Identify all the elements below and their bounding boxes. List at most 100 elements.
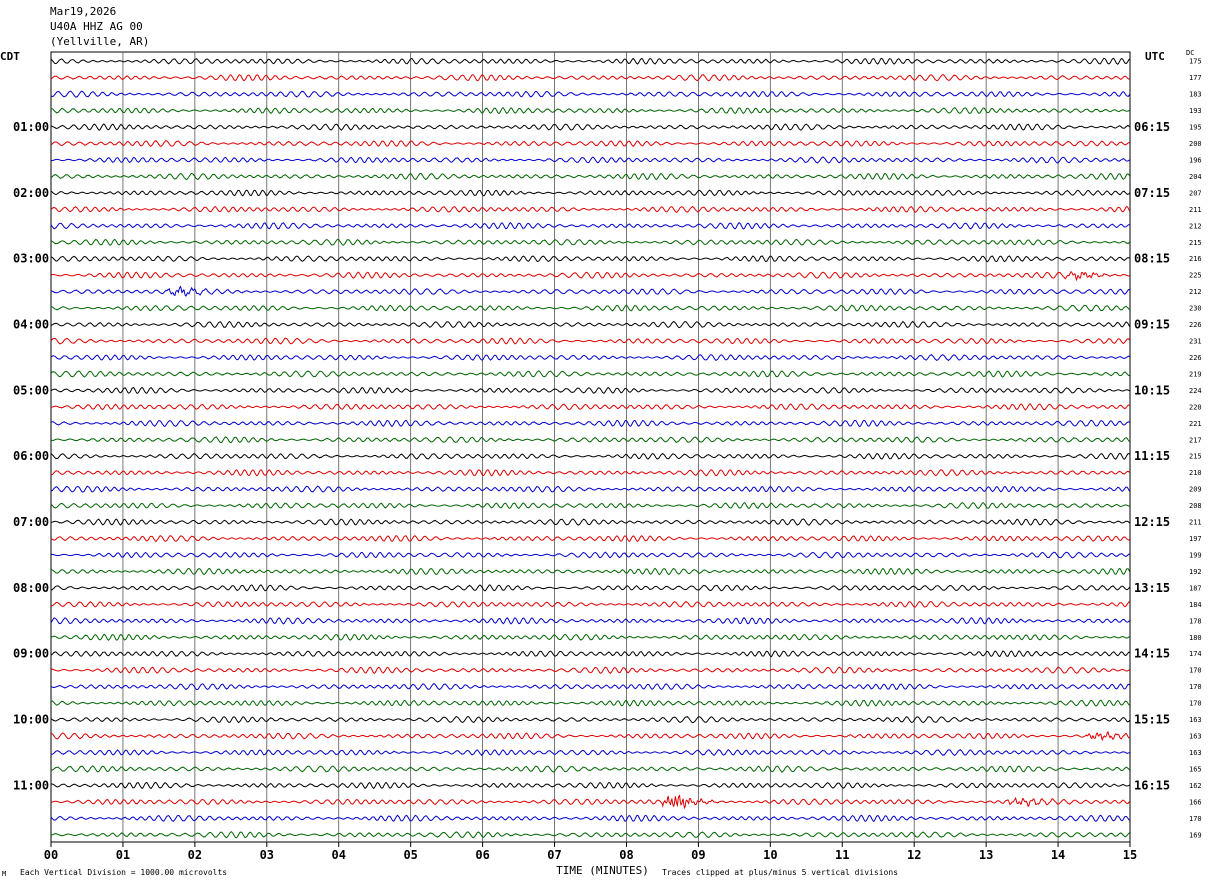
right-hour-label: 11:15 xyxy=(1134,449,1170,463)
x-tick-label: 13 xyxy=(979,848,993,862)
trace-row-5 xyxy=(50,123,1131,131)
dc-offset-label: 212 xyxy=(1189,222,1202,230)
dc-offset-label: 230 xyxy=(1189,305,1202,313)
x-tick-label: 11 xyxy=(835,848,849,862)
left-hour-label: 06:00 xyxy=(13,449,49,463)
dc-offset-label: 220 xyxy=(1189,403,1202,411)
dc-offset-label: 211 xyxy=(1189,206,1202,214)
right-hour-label: 14:15 xyxy=(1134,647,1170,661)
trace-row-12 xyxy=(50,238,1130,246)
dc-offset-label: 177 xyxy=(1189,74,1202,82)
corner-mark: Μ xyxy=(2,870,7,878)
dc-offset-label: 217 xyxy=(1189,436,1202,444)
dc-offset-label: 163 xyxy=(1189,749,1202,757)
dc-offset-label: 204 xyxy=(1189,173,1202,181)
right-hour-label: 06:15 xyxy=(1134,120,1170,134)
trace-row-45 xyxy=(50,781,1130,790)
x-tick-label: 00 xyxy=(44,848,58,862)
trace-row-38 xyxy=(50,666,1130,675)
left-hour-label: 04:00 xyxy=(13,318,49,332)
dc-offset-label: 183 xyxy=(1189,91,1202,99)
dc-offset-header: DC xyxy=(1186,49,1195,57)
dc-offset-label: 166 xyxy=(1189,798,1202,806)
trace-row-40 xyxy=(50,699,1130,707)
dc-offset-label: 175 xyxy=(1189,58,1202,66)
trace-row-23 xyxy=(50,419,1130,428)
right-hour-label: 12:15 xyxy=(1134,515,1170,529)
trace-row-17 xyxy=(50,320,1131,329)
trace-row-10 xyxy=(50,205,1131,214)
scale-note: Each Vertical Division = 1000.00 microvo… xyxy=(20,868,228,877)
dc-offset-label: 215 xyxy=(1189,453,1202,461)
dc-offset-label: 207 xyxy=(1189,189,1202,197)
right-hour-label: 08:15 xyxy=(1134,252,1170,266)
trace-row-48 xyxy=(50,831,1131,839)
left-hour-label: 02:00 xyxy=(13,186,49,200)
right-timezone-label: UTC xyxy=(1145,50,1165,63)
dc-offset-label: 208 xyxy=(1189,502,1202,510)
x-tick-label: 15 xyxy=(1123,848,1137,862)
trace-row-20 xyxy=(50,370,1130,378)
dc-offset-label: 195 xyxy=(1189,124,1202,132)
left-hour-label: 10:00 xyxy=(13,713,49,727)
dc-offset-label: 180 xyxy=(1189,634,1202,642)
dc-offset-label: 197 xyxy=(1189,535,1202,543)
trace-row-32 xyxy=(50,567,1131,576)
trace-row-47 xyxy=(50,814,1130,822)
left-hour-label: 07:00 xyxy=(13,515,49,529)
left-timezone-label: CDT xyxy=(0,50,20,63)
x-tick-label: 06 xyxy=(475,848,489,862)
dc-offset-label: 215 xyxy=(1189,239,1202,247)
dc-offset-label: 212 xyxy=(1189,288,1202,296)
plot-date: Mar19,2026 xyxy=(50,5,117,18)
trace-row-35 xyxy=(50,616,1131,625)
dc-offset-label: 170 xyxy=(1189,815,1202,823)
left-hour-label: 01:00 xyxy=(13,120,49,134)
dc-offset-label: 231 xyxy=(1189,338,1202,346)
left-hour-label: 09:00 xyxy=(13,647,49,661)
dc-offset-label: 170 xyxy=(1189,700,1202,708)
trace-row-3 xyxy=(50,90,1131,98)
dc-offset-label: 221 xyxy=(1189,420,1202,428)
dc-offset-label: 226 xyxy=(1189,321,1202,329)
dc-offset-label: 216 xyxy=(1189,255,1202,263)
trace-row-33 xyxy=(50,584,1131,592)
x-tick-label: 02 xyxy=(188,848,202,862)
dc-offset-label: 210 xyxy=(1189,469,1202,477)
dc-offset-label: 169 xyxy=(1189,831,1202,839)
trace-row-39 xyxy=(50,682,1130,691)
trace-row-24 xyxy=(50,436,1130,444)
right-hour-label: 10:15 xyxy=(1134,383,1170,397)
trace-row-29 xyxy=(50,518,1131,526)
dc-offset-label: 178 xyxy=(1189,617,1202,625)
trace-row-9 xyxy=(50,189,1131,197)
right-hour-label: 16:15 xyxy=(1134,778,1170,792)
dc-offset-label: 209 xyxy=(1189,486,1202,494)
trace-row-34 xyxy=(50,600,1130,608)
trace-row-2 xyxy=(50,73,1130,82)
trace-row-6 xyxy=(50,139,1130,148)
station-location: (Yellville, AR) xyxy=(50,35,150,48)
trace-row-27 xyxy=(50,485,1131,493)
dc-offset-label: 174 xyxy=(1189,650,1202,658)
x-tick-label: 12 xyxy=(907,848,921,862)
trace-row-11 xyxy=(50,222,1130,230)
x-tick-label: 03 xyxy=(260,848,274,862)
station-code: U40A HHZ AG 00 xyxy=(50,20,143,33)
trace-row-7 xyxy=(50,156,1131,164)
trace-row-42 xyxy=(50,730,1130,742)
trace-row-1 xyxy=(50,57,1130,65)
dc-offset-label: 196 xyxy=(1189,156,1202,164)
trace-row-15 xyxy=(50,285,1130,297)
dc-offset-label: 200 xyxy=(1189,140,1202,148)
trace-row-26 xyxy=(50,469,1131,477)
dc-offset-label: 226 xyxy=(1189,354,1202,362)
trace-row-41 xyxy=(50,715,1131,724)
trace-row-8 xyxy=(50,172,1131,181)
dc-offset-label: 224 xyxy=(1189,387,1202,395)
trace-row-19 xyxy=(50,353,1131,362)
dc-offset-label: 184 xyxy=(1189,601,1202,609)
dc-offset-label: 170 xyxy=(1189,667,1202,675)
plot-frame xyxy=(50,51,1131,843)
